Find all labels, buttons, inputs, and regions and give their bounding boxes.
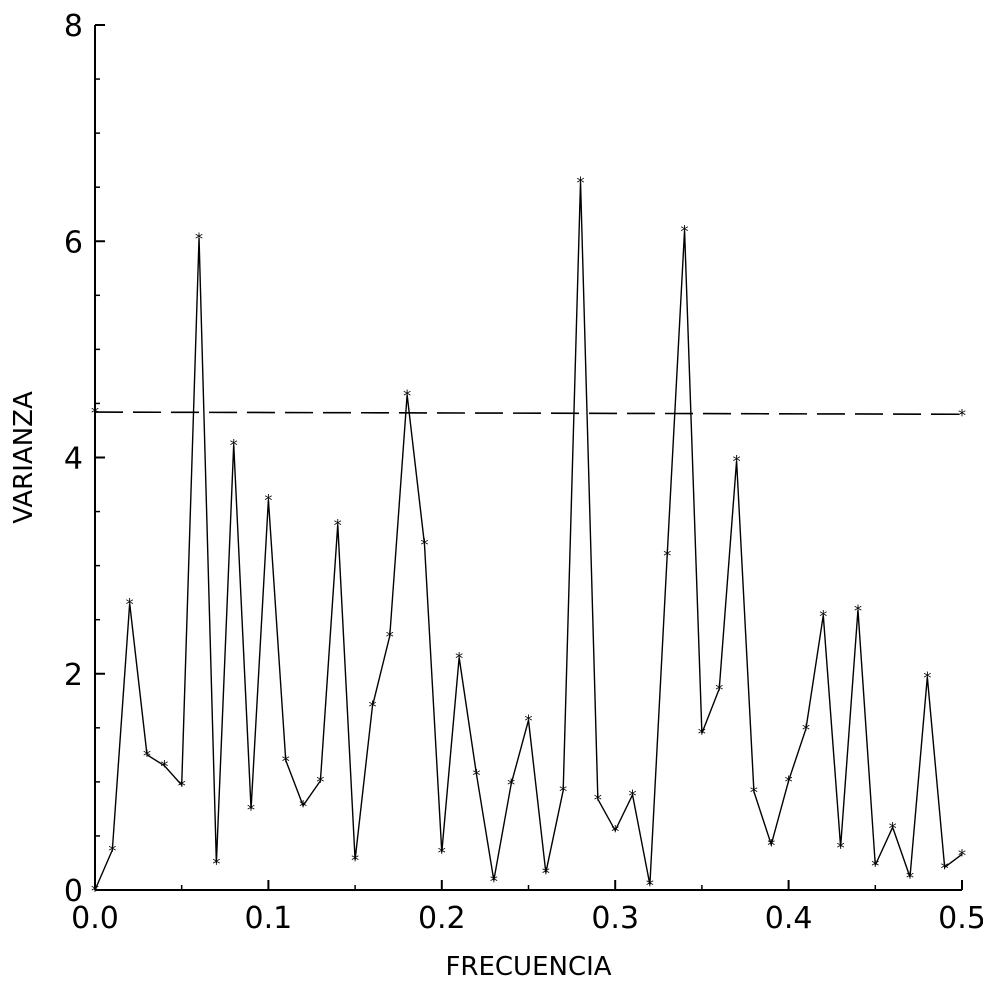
marker-layer: * * * * * * * * * * * * * * * * * * * * * * * * * * * * * * * * * * * * * * * *…: [91, 173, 966, 900]
data-point: *: [247, 800, 255, 819]
y-tick-label: 8: [64, 9, 83, 44]
data-point: *: [785, 772, 793, 791]
data-point: *: [698, 724, 706, 743]
data-point: *: [871, 856, 879, 875]
y-axis-label: VARIANZA: [9, 391, 39, 524]
x-tick-label: 0.3: [591, 901, 639, 936]
x-tick-label: 0.0: [71, 901, 119, 936]
data-point: *: [195, 229, 203, 248]
data-point: *: [126, 594, 134, 613]
data-point: *: [559, 782, 567, 801]
data-point: *: [923, 668, 931, 687]
data-point: *: [507, 775, 515, 794]
data-point: *: [334, 516, 342, 535]
data-point: *: [160, 757, 168, 776]
y-tick-label: 6: [64, 225, 83, 260]
data-point: *: [750, 783, 758, 802]
x-tick-label: 0.5: [938, 901, 983, 936]
data-point: *: [837, 838, 845, 857]
data-point: *: [282, 751, 290, 770]
data-point: *: [91, 881, 99, 900]
data-point: *: [681, 221, 689, 240]
data-point: *: [472, 765, 480, 784]
reference-point: *: [958, 405, 966, 424]
data-point: *: [646, 876, 654, 895]
data-point: *: [212, 854, 220, 873]
data-point: *: [386, 627, 394, 646]
data-point: *: [455, 649, 463, 668]
reference-point: *: [91, 403, 99, 422]
data-point: *: [438, 843, 446, 862]
data-point: *: [629, 786, 637, 805]
data-point: *: [819, 606, 827, 625]
ticks: 0.0 0.1 0.2 0.3 0.4 0.5 0 2 4 6 8: [64, 9, 983, 936]
reference-line: [94, 411, 963, 416]
data-point: *: [143, 746, 151, 765]
axes: [94, 25, 962, 891]
y-tick-label: 2: [64, 658, 83, 693]
data-point: *: [802, 720, 810, 739]
data-point: *: [351, 851, 359, 870]
data-point: *: [230, 436, 238, 455]
x-tick-label: 0.4: [765, 901, 813, 936]
data-point: *: [715, 680, 723, 699]
data-point: *: [490, 871, 498, 890]
dashed-layer: [94, 411, 963, 416]
y-tick-label: 4: [64, 442, 83, 477]
data-point: *: [368, 697, 376, 716]
data-point: *: [889, 818, 897, 837]
data-point: *: [733, 452, 741, 471]
data-point: *: [594, 790, 602, 809]
data-point: *: [611, 822, 619, 841]
data-point: *: [178, 776, 186, 795]
data-point: *: [854, 601, 862, 620]
data-point: *: [264, 491, 272, 510]
y-tick-label: 0: [64, 874, 83, 909]
data-point: *: [525, 711, 533, 730]
series-line: [94, 181, 963, 891]
data-point: *: [403, 386, 411, 405]
series-layer: [94, 181, 963, 891]
data-point: *: [542, 864, 550, 883]
data-point: *: [958, 845, 966, 864]
data-point: *: [906, 868, 914, 887]
x-tick-label: 0.2: [418, 901, 466, 936]
data-point: *: [299, 797, 307, 816]
data-point: *: [316, 772, 324, 791]
x-tick-label: 0.1: [245, 901, 293, 936]
data-point: *: [663, 546, 671, 565]
data-point: *: [941, 858, 949, 877]
data-point: *: [767, 836, 775, 855]
x-axis-label: FRECUENCIA: [445, 952, 611, 982]
data-point: *: [108, 841, 116, 860]
data-point: *: [420, 535, 428, 554]
data-point: *: [577, 173, 585, 192]
